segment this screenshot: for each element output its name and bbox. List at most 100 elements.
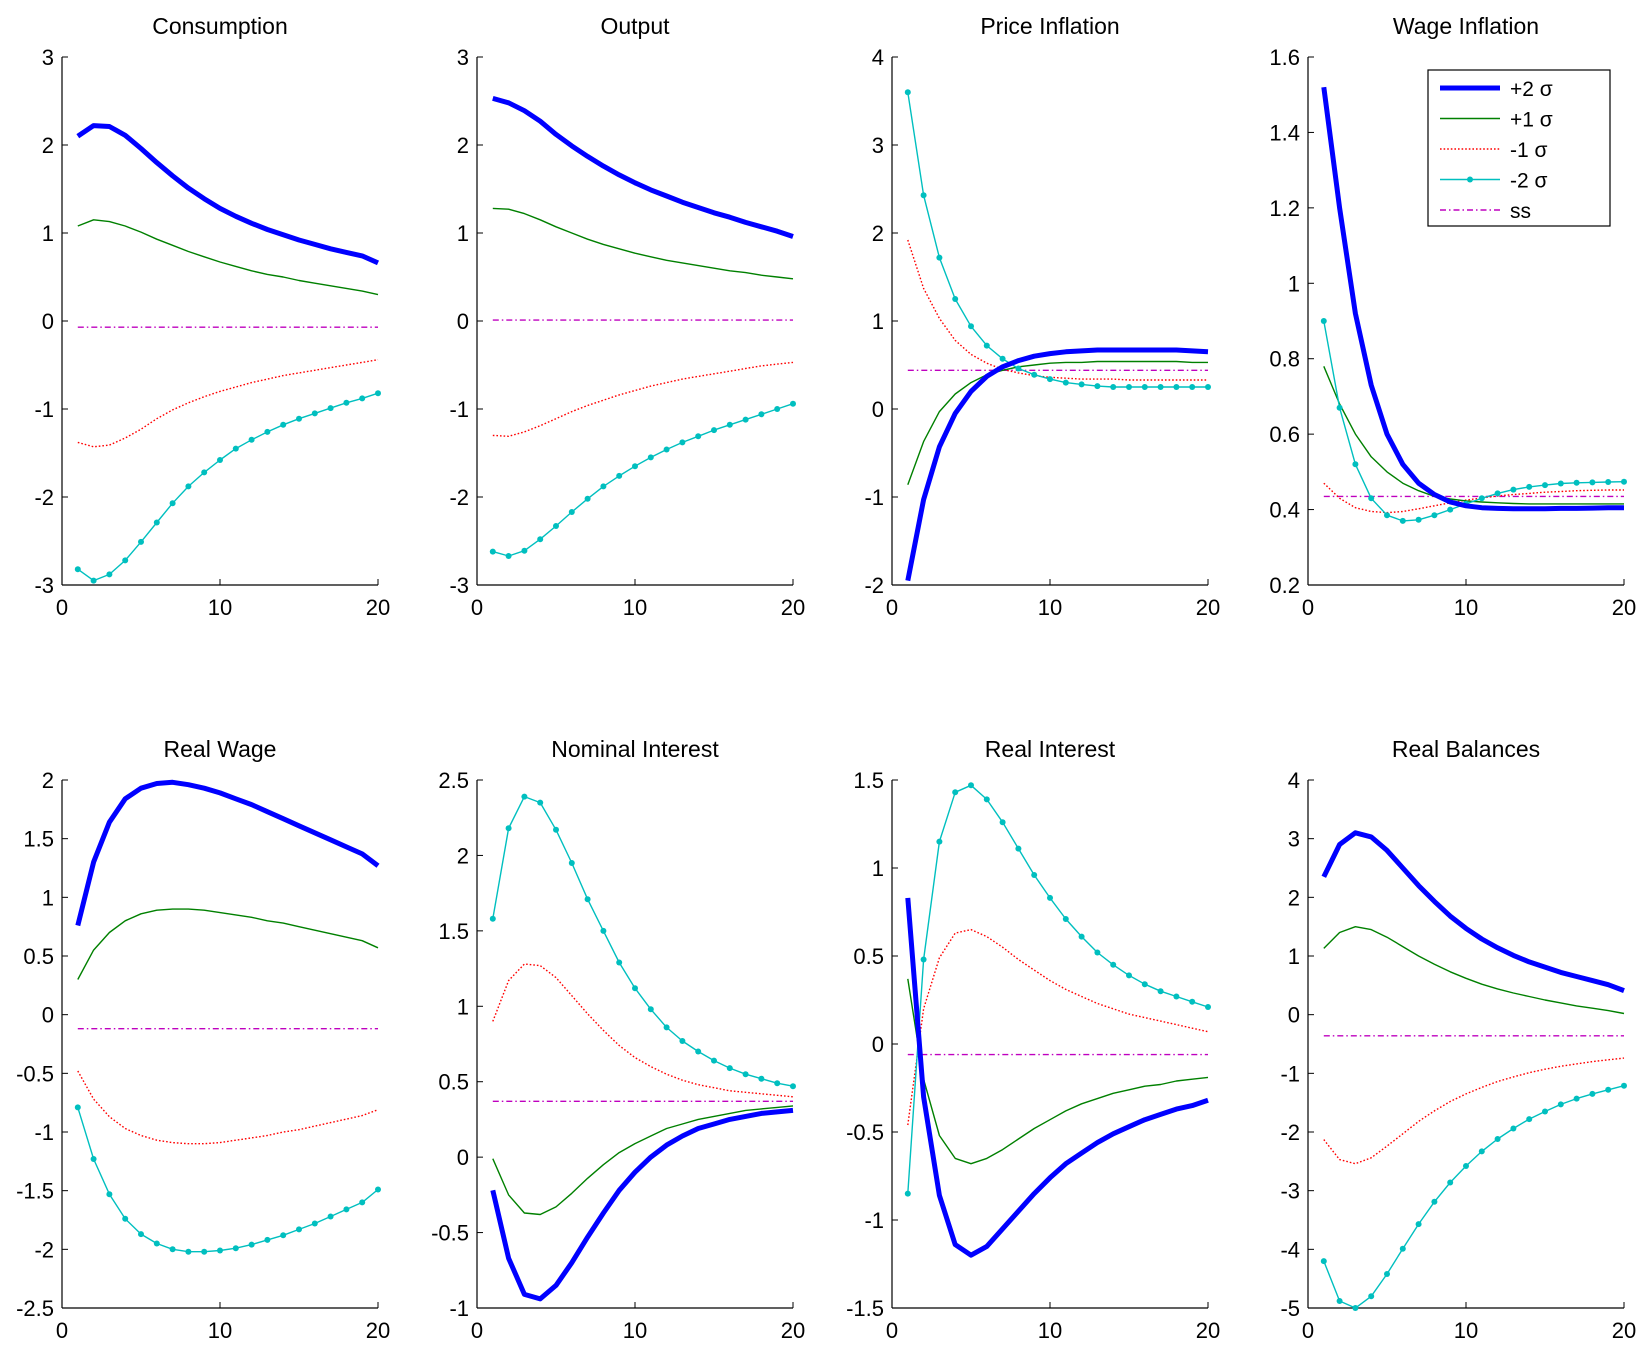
series-line-m1 bbox=[492, 361, 794, 437]
data-point-m2 bbox=[1031, 371, 1038, 378]
series-line-m1 bbox=[1323, 482, 1624, 514]
x-tick-label: 10 bbox=[623, 595, 647, 620]
data-point-m2 bbox=[1589, 1090, 1596, 1097]
panel-wage-inflation: Wage Inflation 0.2 0.4 0.6 0.8 1 1.2 1.4 1.6 0 10 2… bbox=[1269, 13, 1636, 620]
data-point-m2 bbox=[1526, 483, 1533, 490]
y-tick-label: 2 bbox=[457, 843, 469, 868]
series-line-p1 bbox=[492, 1105, 794, 1216]
series-line-m2 bbox=[907, 92, 1208, 388]
data-point-m2 bbox=[1031, 872, 1038, 878]
y-tick-label: 1 bbox=[42, 221, 54, 246]
x-tick-label: 0 bbox=[1302, 595, 1314, 620]
data-point-m2 bbox=[280, 421, 287, 428]
data-point-m2 bbox=[758, 1075, 765, 1082]
data-point-m2 bbox=[774, 406, 781, 412]
data-point-m2 bbox=[138, 1231, 144, 1238]
series-line-p2 bbox=[492, 95, 794, 239]
series-line-m2 bbox=[1323, 1085, 1625, 1309]
y-tick-label: 1 bbox=[457, 221, 469, 246]
data-point-m2 bbox=[1542, 1108, 1548, 1115]
data-point-m2 bbox=[983, 342, 990, 349]
y-tick-label: 0 bbox=[872, 397, 884, 422]
y-tick-label: -1.5 bbox=[846, 1296, 884, 1321]
x-tick-label: 0 bbox=[886, 595, 898, 620]
data-point-m2 bbox=[185, 1248, 192, 1255]
y-tick-label: 2 bbox=[42, 133, 54, 158]
data-point-m2 bbox=[568, 860, 575, 866]
panel-price-inflation: Price Inflation -2 -1 0 1 2 3 4 0 10 20 bbox=[864, 13, 1220, 620]
data-point-m2 bbox=[1542, 482, 1548, 489]
data-point-m2 bbox=[217, 1247, 223, 1254]
y-tick-label: 3 bbox=[42, 45, 54, 70]
y-tick-label: -2.5 bbox=[16, 1296, 54, 1321]
data-point-m2 bbox=[904, 1190, 911, 1197]
x-tick-label: 20 bbox=[1196, 1318, 1220, 1343]
data-point-m2 bbox=[537, 799, 544, 806]
y-tick-label: 0.8 bbox=[1269, 347, 1300, 372]
data-point-m2 bbox=[1126, 384, 1132, 390]
legend-label-m2: -2 σ bbox=[1510, 170, 1548, 193]
data-point-m2 bbox=[999, 355, 1006, 362]
data-point-m2 bbox=[1094, 949, 1101, 956]
y-tick-label: 0 bbox=[457, 1145, 469, 1170]
legend-label-m1: -1 σ bbox=[1510, 139, 1548, 162]
data-point-m2 bbox=[311, 410, 318, 417]
legend-marker-m2 bbox=[1467, 176, 1473, 183]
data-point-m2 bbox=[327, 1213, 334, 1220]
data-point-m2 bbox=[201, 469, 208, 476]
data-point-m2 bbox=[1141, 384, 1148, 390]
data-point-m2 bbox=[343, 1206, 350, 1213]
y-tick-label: -2 bbox=[449, 485, 469, 510]
y-tick-label: 0.6 bbox=[1269, 422, 1300, 447]
data-point-m2 bbox=[248, 436, 255, 443]
data-point-m2 bbox=[343, 399, 350, 406]
data-point-m2 bbox=[695, 433, 702, 440]
y-tick-label: 1 bbox=[457, 994, 469, 1019]
data-point-m2 bbox=[106, 1191, 113, 1198]
data-point-m2 bbox=[584, 495, 591, 502]
x-tick-label: 10 bbox=[208, 1318, 232, 1343]
series-line-p1 bbox=[907, 360, 1208, 485]
legend: +2 σ +1 σ -1 σ -2 σ ss bbox=[1427, 69, 1611, 227]
series-line-p2 bbox=[905, 897, 1209, 1258]
data-point-m2 bbox=[1205, 1004, 1211, 1010]
series-line-p2 bbox=[75, 779, 380, 927]
data-point-m2 bbox=[1605, 1086, 1612, 1093]
data-point-m2 bbox=[936, 838, 943, 845]
data-point-m2 bbox=[679, 439, 686, 446]
y-tick-label: 0 bbox=[1288, 1003, 1300, 1028]
y-tick-label: -1 bbox=[34, 1120, 54, 1145]
series-line-m1 bbox=[77, 1070, 379, 1145]
y-tick-label: 2 bbox=[872, 221, 884, 246]
data-point-m2 bbox=[920, 192, 927, 199]
data-point-m2 bbox=[1173, 993, 1180, 1000]
data-point-m2 bbox=[1510, 486, 1517, 493]
x-tick-label: 20 bbox=[1612, 595, 1636, 620]
data-point-m2 bbox=[1589, 479, 1596, 486]
data-point-m2 bbox=[280, 1232, 287, 1239]
x-tick-label: 20 bbox=[1612, 1318, 1636, 1343]
data-point-m2 bbox=[1126, 972, 1132, 979]
data-point-m2 bbox=[904, 89, 911, 96]
y-tick-label: 1.5 bbox=[23, 827, 54, 852]
series-line-p2 bbox=[1321, 86, 1624, 512]
data-point-m2 bbox=[90, 1156, 97, 1162]
data-point-m2 bbox=[1447, 1179, 1454, 1186]
data-point-m2 bbox=[1494, 490, 1501, 497]
y-tick-label: -2 bbox=[864, 573, 884, 598]
data-point-m2 bbox=[264, 428, 271, 435]
y-tick-label: 1 bbox=[872, 856, 884, 881]
data-point-m2 bbox=[169, 1246, 176, 1253]
panel-title: Real Interest bbox=[985, 736, 1116, 762]
data-point-m2 bbox=[663, 446, 670, 453]
panel-consumption: Consumption -3 -2 -1 0 1 2 3 0 10 20 bbox=[34, 13, 390, 620]
series-line-m1 bbox=[492, 963, 794, 1098]
data-point-m2 bbox=[1189, 384, 1196, 390]
data-point-m2 bbox=[616, 959, 623, 966]
data-point-m2 bbox=[1015, 845, 1022, 852]
y-tick-label: 3 bbox=[1288, 827, 1300, 852]
y-tick-label: 2 bbox=[1288, 885, 1300, 910]
data-point-m2 bbox=[1368, 1293, 1375, 1300]
data-point-m2 bbox=[1431, 512, 1438, 519]
data-point-m2 bbox=[359, 1199, 366, 1206]
